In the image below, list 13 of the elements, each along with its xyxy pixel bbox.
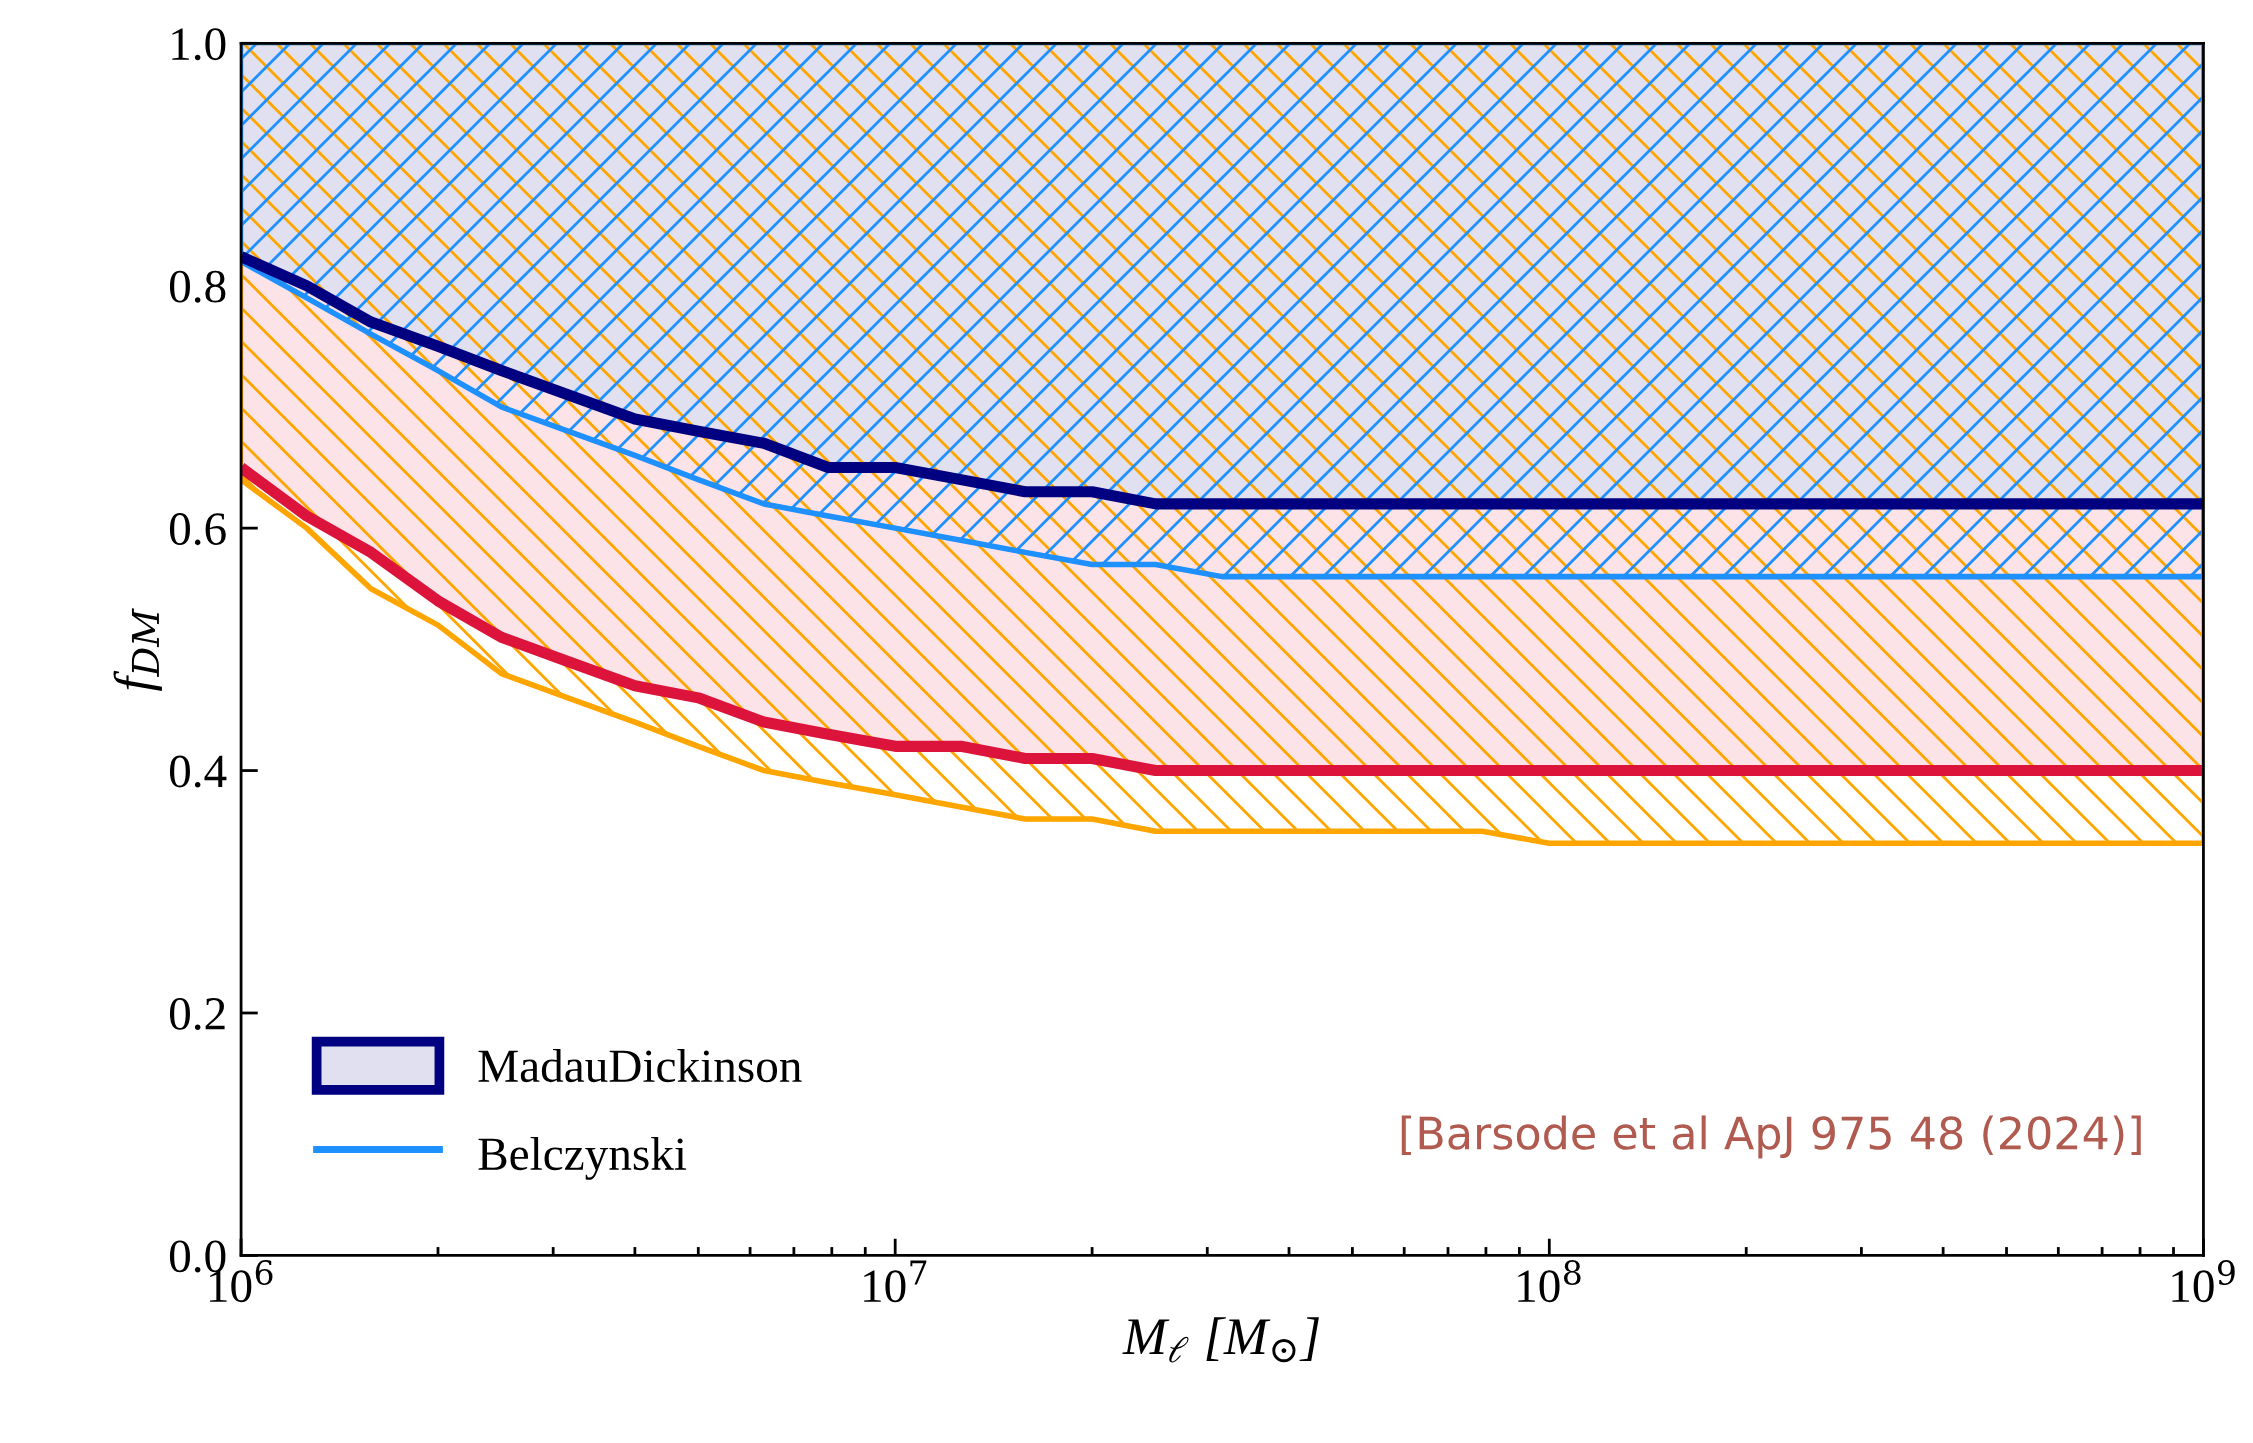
y-tick-label: 0.8 <box>169 270 226 303</box>
y-tick-label: 0.2 <box>169 997 225 1031</box>
y-tick-label: 0.6 <box>169 513 226 546</box>
x-tick-label: 10$^{9}$ <box>2172 1260 2235 1303</box>
x-axis-title: M$_{ℓ}$ [M$_{⊙}$] <box>1122 1317 1319 1363</box>
x-tick-label: 10$^{8}$ <box>1518 1260 1581 1303</box>
x-tick-label: 10$^{7}$ <box>864 1260 927 1303</box>
y-axis-title: f$_{DM}$ <box>113 608 162 691</box>
annotation: [Barsode et al ApJ 975 48 (2024)] <box>1401 1115 2141 1159</box>
y-tick-label: 1.0 <box>172 28 226 61</box>
legend-label: Belczynski <box>478 1136 687 1180</box>
y-tick-label: 0.4 <box>169 755 227 788</box>
legend-label: MadauDickinson <box>478 1048 802 1083</box>
